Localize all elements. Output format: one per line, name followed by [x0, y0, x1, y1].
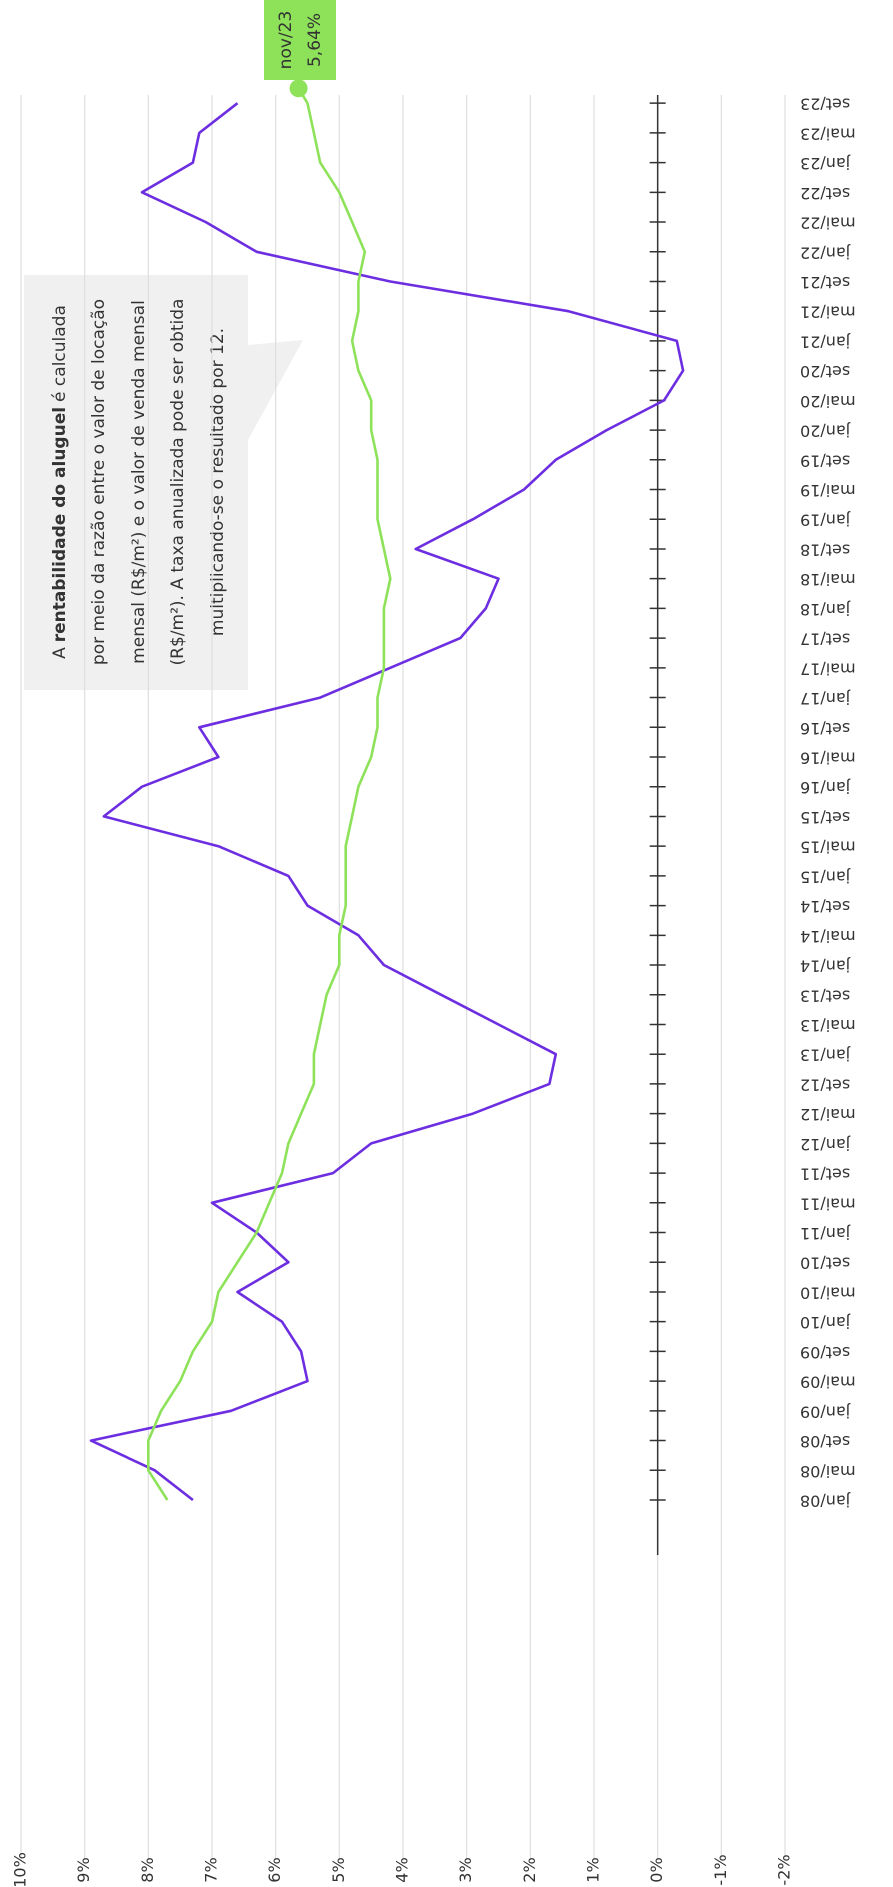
x-tick-label: jan/10: [800, 1313, 851, 1332]
y-tick-label: -1%: [711, 1854, 730, 1885]
x-tick-label: set/11: [800, 1165, 850, 1184]
x-tick-label: jan/08: [800, 1492, 851, 1511]
x-tick-label: mai/15: [800, 838, 856, 857]
annotation-label: 5,64%: [305, 13, 325, 67]
chart-area: Arentabilidade do aluguel é calculada por…: [11, 0, 856, 1887]
x-tick-label: mai/08: [800, 1462, 856, 1481]
note-line: (R$/m²). A taxa anualizada pode ser obti…: [168, 299, 188, 666]
x-tick-label: jan/13: [800, 1046, 851, 1065]
y-tick-label: 1%: [584, 1857, 603, 1882]
note-line: mensal (R$/m²) e o valor de venda mensal: [129, 300, 149, 664]
x-tick-label: mai/13: [800, 1016, 856, 1035]
x-tick-label: mai/19: [800, 481, 856, 500]
x-tick-label: jan/11: [800, 1224, 851, 1243]
x-tick-label: jan/19: [800, 511, 851, 530]
x-tick-label: mai/17: [800, 659, 856, 678]
note-line: por meio da razão entre o valor de locaç…: [89, 299, 109, 665]
x-tick-label: jan/22: [800, 243, 851, 262]
annotation-box: [264, 0, 336, 80]
y-tick-label: 2%: [520, 1857, 539, 1882]
x-tick-label: jan/14: [800, 957, 851, 976]
note-line: multiplicando-se o resultado por 12.: [208, 328, 228, 636]
x-tick-label: jan/20: [800, 422, 851, 441]
x-tick-label: set/14: [800, 897, 850, 916]
x-tick-label: mai/22: [800, 214, 856, 233]
x-tick-label: set/09: [800, 1343, 850, 1362]
x-tick-label: set/10: [800, 1254, 850, 1273]
y-tick-label: 7%: [202, 1857, 221, 1882]
x-tick-label: mai/10: [800, 1283, 856, 1302]
note: Arentabilidade do aluguel é calculada por…: [50, 299, 228, 666]
x-tick-label: jan/18: [800, 600, 851, 619]
x-tick-label: mai/12: [800, 1105, 856, 1124]
x-tick-label: mai/18: [800, 570, 856, 589]
x-tick-label: mai/14: [800, 927, 856, 946]
x-tick-label: set/13: [800, 986, 850, 1005]
annotation-dot: [289, 79, 308, 98]
x-tick-label: set/22: [800, 184, 850, 203]
y-tick-label: 9%: [74, 1857, 93, 1882]
note-text: A: [50, 647, 70, 659]
x-tick-label: jan/09: [800, 1402, 851, 1421]
x-tick-label: set/23: [800, 95, 850, 114]
y-tick-label: 5%: [329, 1857, 348, 1882]
x-tick-label: jan/23: [800, 154, 851, 173]
x-tick-label: set/20: [800, 362, 850, 381]
x-tick-label: set/21: [800, 273, 850, 292]
y-tick-label: 6%: [265, 1857, 284, 1882]
y-tick-label: 8%: [138, 1857, 157, 1882]
x-tick-label: set/19: [800, 451, 850, 470]
x-tick-label: mai/11: [800, 1194, 856, 1213]
x-tick-label: set/12: [800, 1075, 850, 1094]
x-tick-label: jan/15: [800, 867, 851, 886]
x-tick-label: set/15: [800, 808, 850, 827]
y-tick-label: -2%: [775, 1854, 794, 1885]
grid: [20, 95, 786, 1860]
x-tick-label: mai/20: [800, 392, 856, 411]
y-tick-label: 3%: [456, 1857, 475, 1882]
x-tick-label: set/08: [800, 1432, 850, 1451]
y-tick-label: 10%: [11, 1852, 30, 1887]
x-tick-label: jan/21: [800, 332, 851, 351]
x-tick-label: jan/16: [800, 778, 851, 797]
line-series: [89, 102, 685, 1502]
y-tick-label: 0%: [647, 1857, 666, 1882]
note-bold: rentabilidade do aluguel: [50, 407, 70, 642]
annotation-date: nov/23: [276, 11, 296, 70]
x-tick-label: mai/23: [800, 124, 856, 143]
x-tick-label: mai/21: [800, 303, 856, 322]
x-tick-label: set/16: [800, 719, 850, 738]
x-tick-label: mai/09: [800, 1373, 856, 1392]
x-tick-label: mai/16: [800, 749, 856, 768]
note-line: Arentabilidade do aluguel é calculada: [50, 305, 70, 659]
note-text: é calculada: [50, 305, 70, 402]
note-box: [24, 275, 248, 690]
x-tick-label: jan/12: [800, 1135, 851, 1154]
x-tick-label: set/18: [800, 540, 850, 559]
x-tick-label: jan/17: [800, 689, 851, 708]
y-tick-label: 4%: [393, 1857, 412, 1882]
x-tick-label: set/17: [800, 630, 850, 649]
line-series: [147, 102, 392, 1501]
